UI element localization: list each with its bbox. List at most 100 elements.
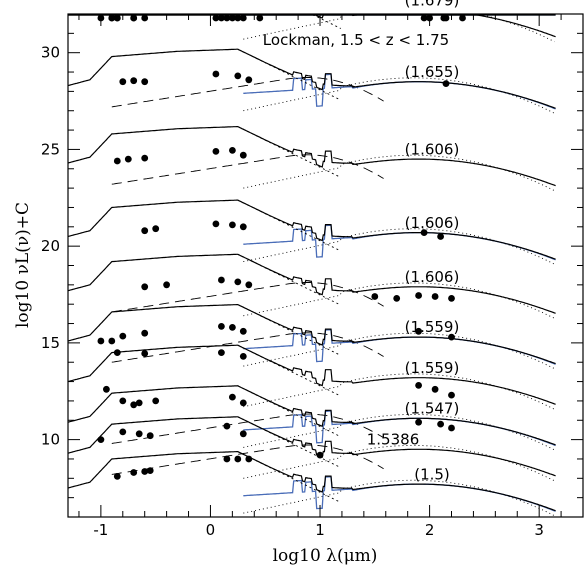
photometry-point — [218, 349, 225, 356]
photometry-point — [212, 70, 220, 78]
blue-dust-curve — [243, 328, 556, 365]
x-axis-title: log10 λ(μm) — [273, 546, 378, 566]
redshift-label: (1.5) — [414, 465, 450, 483]
redshift-label: (1.655) — [405, 63, 460, 81]
model-curves — [67, 14, 556, 517]
photometry-point — [239, 353, 247, 360]
x-tick-label: 2 — [425, 521, 435, 539]
photometry-point — [256, 14, 264, 22]
photometry-point — [420, 229, 428, 237]
total-model-curve — [67, 126, 556, 187]
photometry-point — [135, 430, 143, 438]
photometry-point — [448, 391, 455, 399]
dotted-component-curve — [243, 154, 555, 192]
x-tick-label: 3 — [534, 521, 544, 539]
stellar-tail-curve — [237, 385, 342, 438]
y-axis-title: log10 νL(ν)+C — [13, 202, 33, 328]
total-model-curve — [67, 344, 556, 405]
photometry-point — [141, 227, 149, 235]
total-model-curve — [67, 253, 556, 314]
stellar-tail-curve — [237, 14, 341, 29]
photometry-point — [415, 327, 422, 335]
photometry-point — [218, 323, 225, 330]
dotted-component-curve — [243, 77, 555, 114]
y-tick-label: 25 — [41, 140, 60, 158]
photometry-point — [223, 455, 231, 463]
photometry-point — [97, 337, 105, 345]
photometry-point — [163, 281, 171, 289]
photometry-point — [431, 385, 439, 393]
photometry-point — [141, 78, 149, 86]
dotted-component-curve — [243, 332, 555, 370]
photometry-point — [130, 14, 138, 22]
stellar-tail-curve — [237, 416, 342, 469]
photometry-point — [229, 147, 236, 154]
y-tick-label: 15 — [41, 334, 60, 352]
photometry-point — [234, 14, 242, 22]
x-tick-label: 1 — [315, 521, 325, 539]
stellar-tail-curve — [237, 253, 342, 306]
photometry-point — [130, 469, 138, 476]
blue-dust-curve — [243, 476, 556, 512]
redshift-label: (1.606) — [405, 214, 460, 232]
photometry-point — [229, 221, 236, 229]
photometry-point — [141, 350, 149, 357]
photometry-point — [146, 432, 154, 440]
photometry-point — [218, 276, 225, 284]
photometry-point — [119, 78, 127, 86]
photometry-point — [448, 295, 455, 302]
y-tick-label: 10 — [41, 431, 60, 449]
redshift-label: (1.606) — [405, 140, 460, 158]
photometry-point — [239, 430, 247, 438]
photometry-point — [437, 233, 444, 240]
stellar-tail-curve — [237, 48, 342, 101]
photometry-point — [108, 337, 116, 345]
photometry-point — [371, 293, 379, 300]
x-tick-label: 0 — [206, 521, 216, 539]
photometry-point — [218, 14, 225, 22]
stellar-tail-curve — [237, 199, 342, 252]
chart-title: Lockman, 1.5 < z < 1.75 — [263, 31, 449, 49]
redshift-labels: (1.742)(1.679)(1.655)(1.606)(1.606)(1.60… — [367, 0, 460, 483]
photometry-point — [113, 14, 121, 22]
dashed-agn-curve — [111, 76, 384, 108]
photometry-point — [245, 455, 253, 463]
photometry-point — [245, 281, 253, 289]
photometry-point — [141, 283, 149, 291]
photometry-point — [229, 393, 236, 401]
photometry-point — [212, 14, 220, 22]
photometry-point — [103, 385, 110, 393]
redshift-label: (1.606) — [405, 268, 460, 286]
photometry-point — [223, 422, 231, 430]
total-model-curve — [67, 385, 556, 446]
photometry-point — [393, 295, 401, 302]
photometry-point — [108, 14, 116, 22]
photometry-point — [234, 278, 242, 286]
photometry-point — [141, 154, 149, 162]
total-model-curve — [67, 416, 556, 477]
photometry-point — [113, 157, 121, 165]
photometry-point — [119, 397, 127, 405]
photometry-point — [437, 420, 444, 428]
photometry-point — [119, 332, 127, 340]
photometry-point — [415, 382, 422, 389]
photometry-point — [234, 455, 242, 463]
photometry-point — [141, 329, 149, 337]
photometry-point — [124, 155, 132, 163]
stellar-tail-curve — [237, 304, 342, 356]
total-model-curve — [67, 451, 556, 512]
photometry-point — [146, 467, 154, 474]
axes: -1 0 1 2 3 10 15 20 25 30 — [41, 14, 583, 539]
blue-dust-curve — [243, 224, 556, 261]
photometry-point — [239, 327, 247, 335]
photometry-point — [223, 14, 231, 22]
photometry-point — [239, 223, 247, 231]
photometry-point — [239, 399, 247, 407]
dashed-agn-curve — [111, 282, 384, 313]
dashed-agn-curve — [111, 154, 384, 185]
photometry-point — [415, 418, 422, 426]
photometry-point — [316, 451, 324, 459]
x-tick-label: -1 — [93, 521, 108, 539]
dotted-component-curve — [243, 479, 555, 517]
